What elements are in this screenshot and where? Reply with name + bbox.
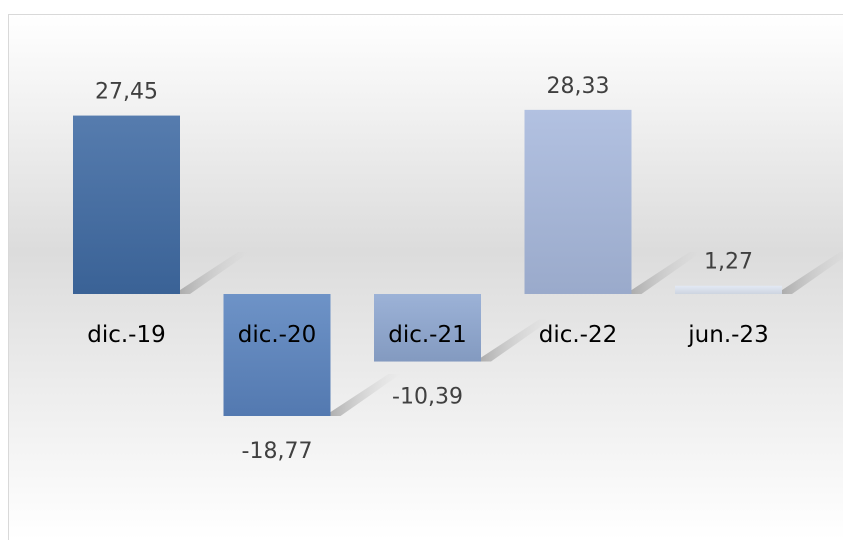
bar-shadows <box>174 252 843 417</box>
bar <box>223 294 331 417</box>
bar <box>675 285 782 294</box>
category-label: dic.-20 <box>238 322 317 348</box>
value-label: 27,45 <box>95 80 158 105</box>
category-label: dic.-22 <box>539 322 618 348</box>
category-label: dic.-19 <box>87 322 166 348</box>
bar-shadow <box>324 374 401 417</box>
bar-shadow <box>475 319 551 362</box>
bar-shadow <box>776 252 843 294</box>
value-label: 1,27 <box>704 250 753 275</box>
bar <box>374 294 481 362</box>
category-label: dic.-21 <box>388 322 467 348</box>
bar-shadow <box>625 252 702 294</box>
bars-group <box>73 109 782 417</box>
value-labels: 27,45 -18,77 -10,39 28,33 1,27 <box>95 74 753 464</box>
category-label: jun.-23 <box>687 322 768 348</box>
bar <box>73 115 180 294</box>
bar <box>524 109 632 294</box>
category-labels: dic.-19 dic.-20 dic.-21 dic.-22 jun.-23 <box>87 322 768 348</box>
bar-shadow <box>174 252 250 294</box>
value-label: -18,77 <box>242 439 313 464</box>
chart-frame <box>8 14 843 540</box>
value-label: 28,33 <box>547 74 610 99</box>
value-label: -10,39 <box>392 385 463 410</box>
